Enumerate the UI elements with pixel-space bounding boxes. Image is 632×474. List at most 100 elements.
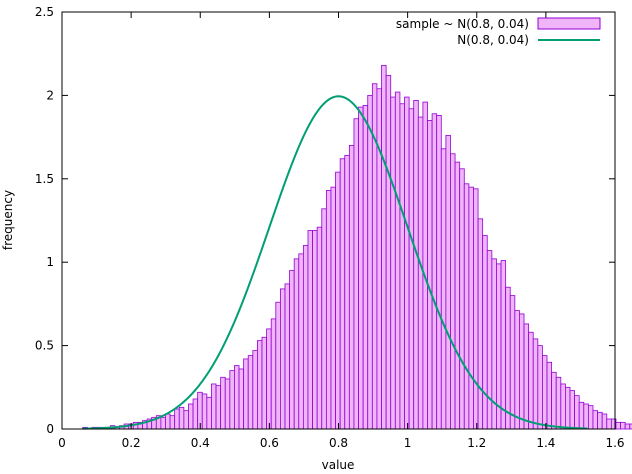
x-tick-label: 0.2 xyxy=(122,436,141,450)
histogram-bar xyxy=(211,383,217,430)
histogram-bar xyxy=(574,395,580,430)
histogram-bar xyxy=(551,371,557,430)
x-tick-label: 0.8 xyxy=(329,436,348,450)
histogram-bar xyxy=(440,148,447,430)
histogram-bar xyxy=(215,385,222,430)
histogram-bar xyxy=(206,396,212,430)
histogram-bar xyxy=(302,245,309,430)
histogram-bar xyxy=(362,105,369,430)
histogram-bar xyxy=(316,226,323,430)
histogram-bar xyxy=(266,328,272,430)
histogram-bar xyxy=(381,64,387,430)
histogram-bar xyxy=(270,318,277,430)
histogram-bar xyxy=(509,295,516,430)
histogram-bar xyxy=(243,358,249,430)
histogram-bar xyxy=(298,253,304,430)
histogram-bar xyxy=(339,158,346,430)
histogram-bar xyxy=(344,155,350,430)
histogram-bar xyxy=(427,120,433,430)
histogram-bar xyxy=(307,230,313,430)
legend: sample ~ N(0.8, 0.04) N(0.8, 0.04) xyxy=(396,17,601,47)
x-tick-label: 0.6 xyxy=(260,436,279,450)
y-tick-label: 0.5 xyxy=(35,339,54,353)
histogram-bar xyxy=(348,145,355,430)
histogram-bar xyxy=(477,218,484,430)
histogram-bar xyxy=(606,418,612,430)
histogram-bar xyxy=(174,408,180,430)
x-tick-label: 1.2 xyxy=(467,436,486,450)
histogram-bar xyxy=(408,108,415,430)
x-tick-labels: 0 0.2 0.4 0.6 0.8 1 1.2 1.4 1.6 xyxy=(58,436,624,450)
x-tick-label: 1.6 xyxy=(605,436,624,450)
histogram-bar xyxy=(183,410,189,430)
y-tick-label: 2.5 xyxy=(35,5,54,19)
histogram-bar xyxy=(569,390,575,430)
histogram-bar xyxy=(528,331,534,430)
histogram-bar xyxy=(505,286,511,430)
histogram-bar xyxy=(459,168,465,430)
histogram-bar xyxy=(252,350,258,430)
y-tick-label: 1 xyxy=(46,255,54,269)
histogram-bar xyxy=(261,336,268,430)
histogram-bar xyxy=(165,413,171,430)
histogram-bar xyxy=(284,283,290,430)
histogram-bar xyxy=(463,183,470,430)
histogram-bar xyxy=(445,135,451,430)
histogram-bar xyxy=(188,403,194,430)
histogram-bar xyxy=(247,355,254,430)
histogram-bar xyxy=(376,88,382,430)
histogram-bar xyxy=(289,270,295,430)
histogram-bar xyxy=(624,423,631,430)
histogram-bar xyxy=(178,406,185,430)
histogram-bar xyxy=(390,96,396,430)
histogram-bar xyxy=(399,103,405,430)
histogram-bar xyxy=(238,368,245,430)
histogram-bar xyxy=(394,91,401,430)
histogram-bar xyxy=(358,106,364,430)
histogram-bar xyxy=(385,74,392,430)
histogram-bar xyxy=(532,338,539,430)
histogram-bar xyxy=(482,235,488,430)
histogram-bar xyxy=(431,113,438,430)
y-tick-label: 0 xyxy=(46,422,54,436)
histogram-bar xyxy=(592,410,598,430)
histogram-bar xyxy=(234,365,240,430)
x-axis-label: value xyxy=(322,458,355,472)
histogram-bar xyxy=(500,260,507,430)
histogram-bar xyxy=(220,376,226,430)
histogram-bar xyxy=(468,186,474,430)
histogram-bar xyxy=(560,383,566,430)
legend-swatch-histogram xyxy=(537,17,601,30)
histogram-bar xyxy=(450,153,456,430)
histogram-bar xyxy=(404,96,410,430)
y-axis-label: frequency xyxy=(1,190,15,250)
histogram-bar xyxy=(620,421,626,430)
histogram-bar xyxy=(257,340,263,430)
histogram-bar xyxy=(578,401,585,430)
histogram-bar xyxy=(615,421,621,430)
histogram-bar xyxy=(330,186,336,430)
normal-curve xyxy=(82,95,588,430)
histogram-bar xyxy=(325,190,332,430)
histogram-bar xyxy=(417,116,424,430)
histogram-bar xyxy=(275,301,281,430)
y-tick-label: 2 xyxy=(46,88,54,102)
histogram-bar xyxy=(293,258,300,430)
histogram-bar xyxy=(597,411,603,430)
histogram-bar xyxy=(583,403,589,430)
histogram-bar xyxy=(555,376,562,430)
plot-frame xyxy=(61,11,616,430)
histogram-bar xyxy=(321,208,327,430)
histogram-bar xyxy=(587,405,594,430)
histogram-bar xyxy=(629,423,632,430)
histogram-bar xyxy=(169,415,176,430)
histogram-bar xyxy=(486,250,493,430)
histogram-bar xyxy=(523,323,530,430)
histogram-bar xyxy=(367,95,373,430)
histogram-bar xyxy=(160,416,166,430)
histogram-bar xyxy=(519,313,525,430)
histogram-bar xyxy=(436,115,442,430)
y-tick-labels: 0 0.5 1 1.5 2 2.5 xyxy=(35,5,54,436)
histogram-bar xyxy=(601,413,608,430)
